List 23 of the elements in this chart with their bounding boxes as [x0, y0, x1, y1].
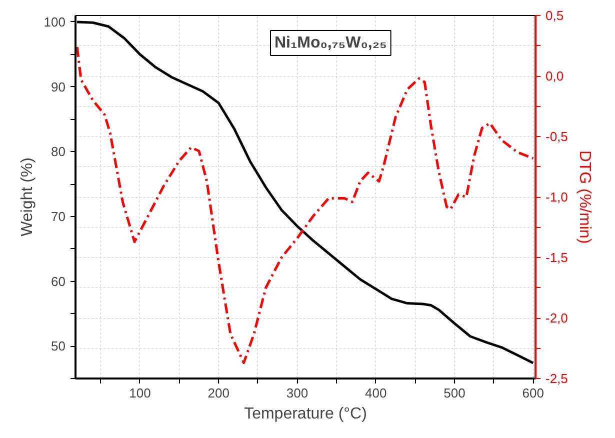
- y-tick-label: 80: [51, 144, 66, 160]
- y2-tick-label: -1,0: [546, 190, 568, 204]
- y-axis-title: Weight (%): [18, 158, 36, 236]
- annotation: Ni₁Mo₀,₇₅W₀,₂₅: [274, 34, 387, 52]
- x-tick-label: 500: [444, 386, 466, 400]
- y2-tick-label: -2,5: [546, 371, 568, 386]
- x-tick-label: 400: [365, 386, 387, 400]
- y2-tick-label: 0,0: [546, 68, 564, 84]
- y2-tick-label: -0,5: [546, 129, 568, 144]
- x-axis-title: Temperature (°C): [244, 406, 367, 422]
- x-tick-label: 300: [286, 386, 308, 400]
- y2-tick-label: 0,5: [546, 8, 564, 23]
- x-tick-label: 200: [208, 386, 230, 400]
- y2-tick-label: -2,0: [546, 310, 568, 326]
- y-tick-label: 90: [51, 79, 66, 94]
- y-tick-label: 50: [51, 338, 66, 354]
- x-tick-label: 100: [129, 386, 151, 400]
- y2-tick-label: -1,5: [546, 250, 568, 265]
- y-tick-label: 100: [44, 14, 66, 30]
- y-tick-label: 60: [51, 274, 66, 289]
- y2-axis-title: DTG (%/min): [576, 150, 593, 244]
- y-tick-label: 70: [51, 208, 66, 224]
- x-tick-label: 600: [522, 386, 544, 400]
